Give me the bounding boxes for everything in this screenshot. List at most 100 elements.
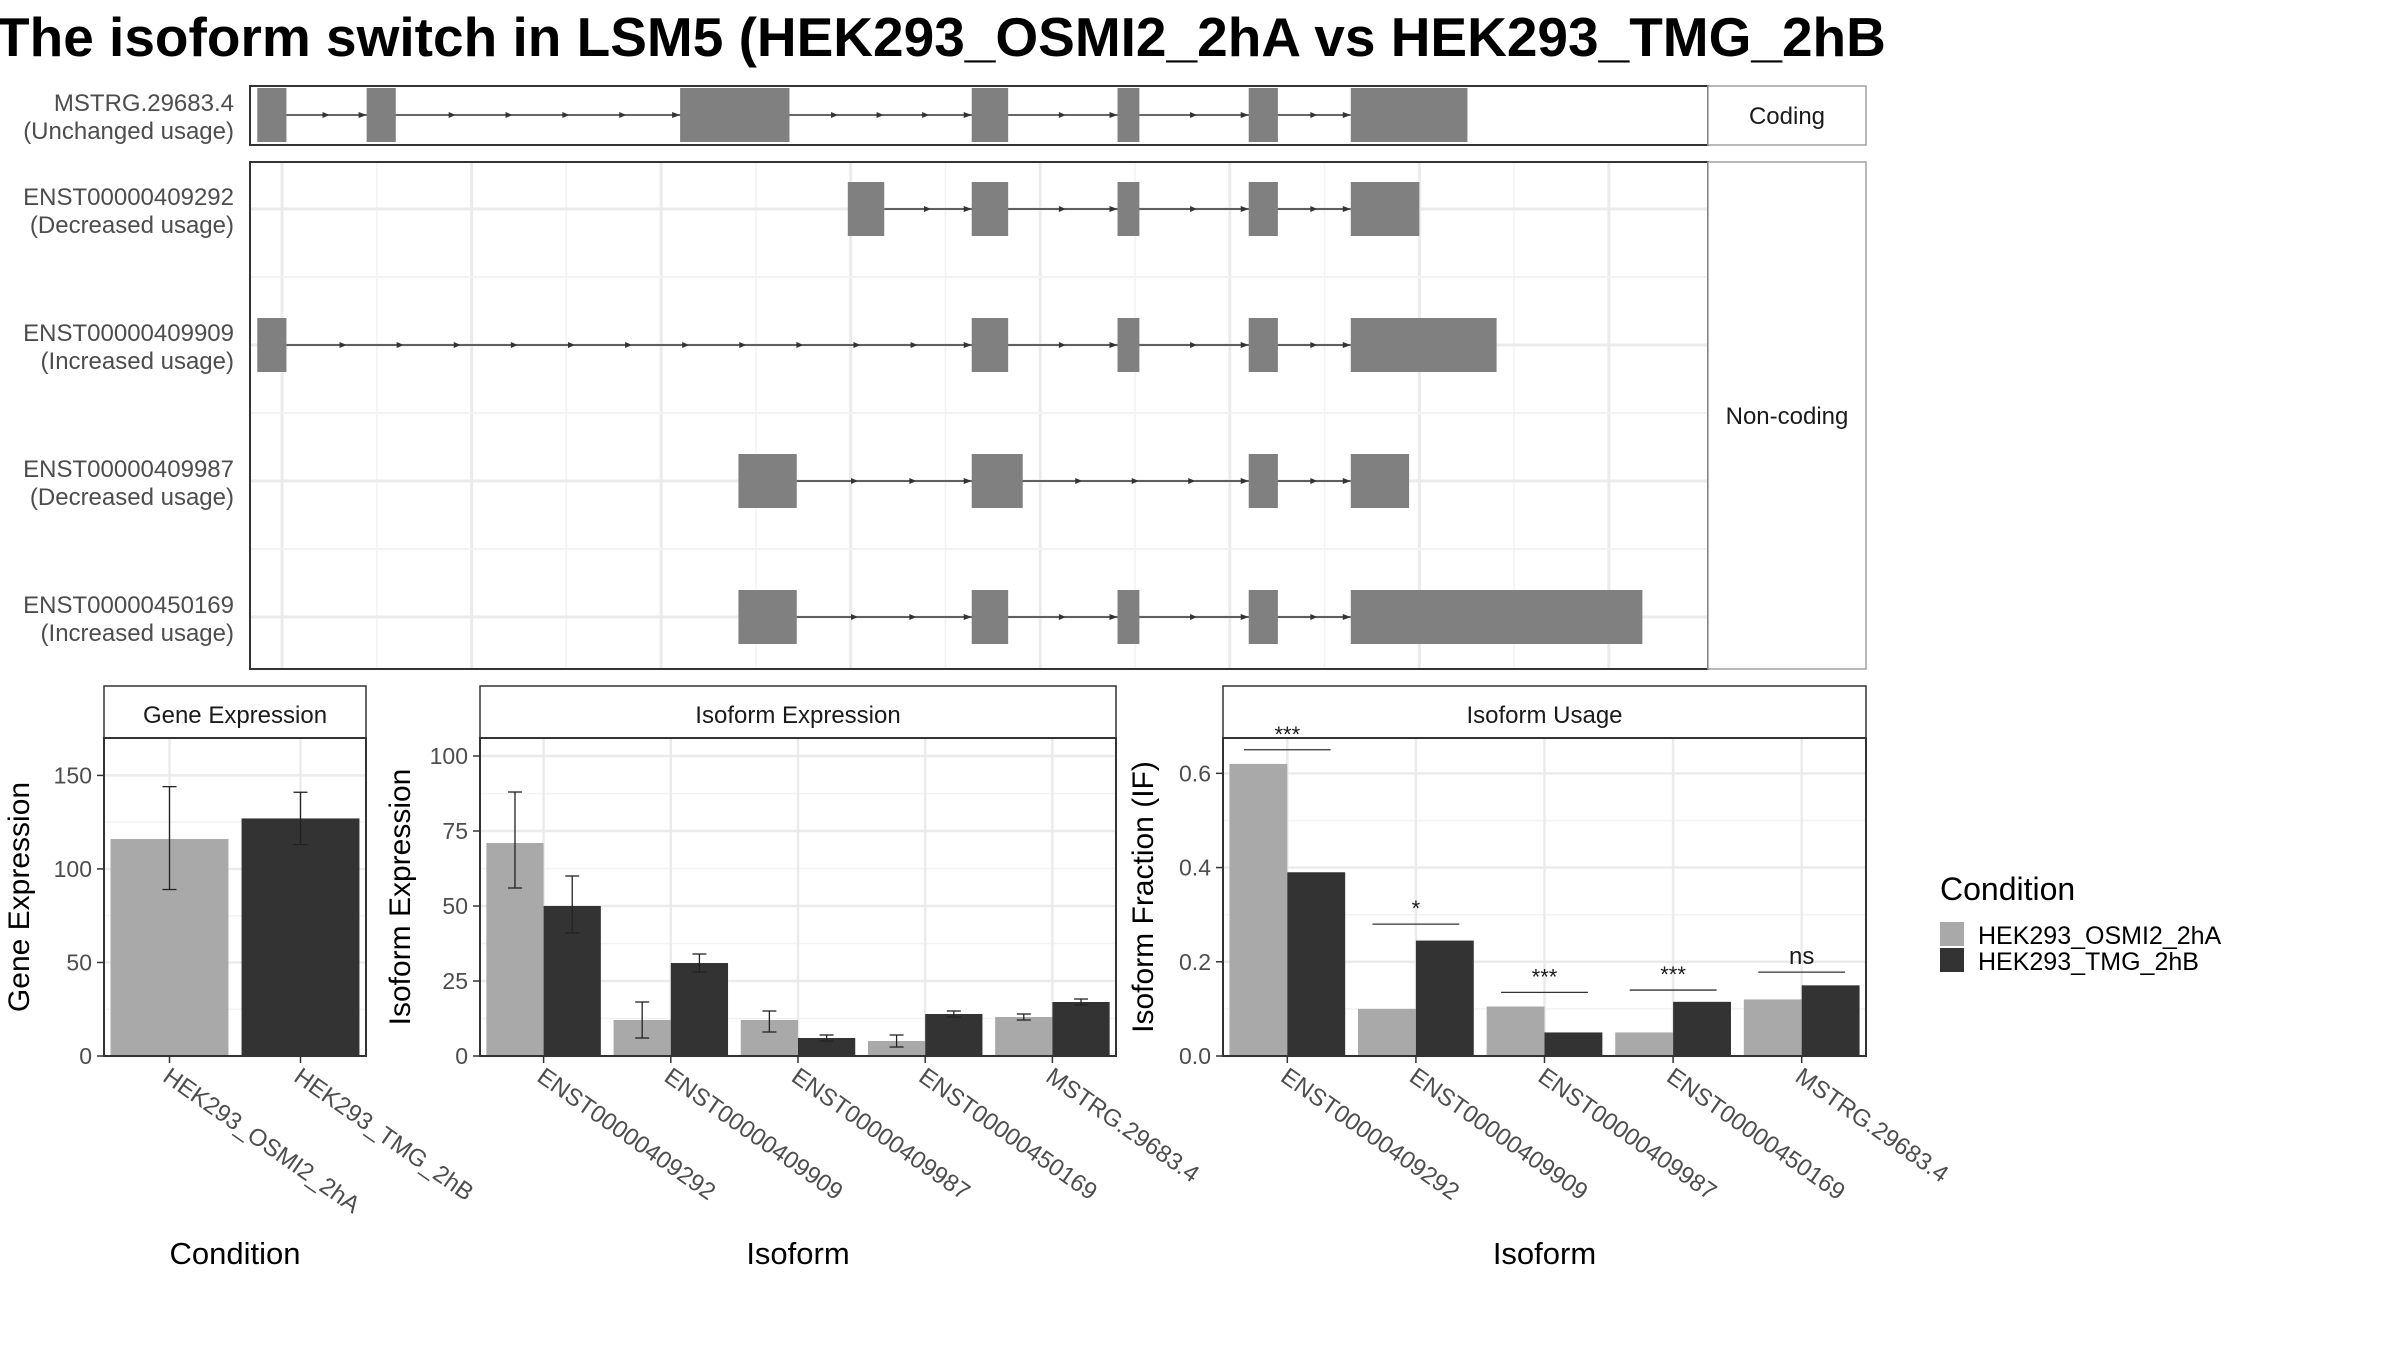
isoform-expression-panel: Isoform Expression0255075100ENST00000409… [384,685,1204,1271]
exon [1117,590,1140,644]
intron-arrow [963,614,972,620]
noncoding-panel-bg [250,162,1708,669]
transcript-id-label: ENST00000409987 [23,456,234,483]
facet-label-noncoding: Non-coding [1726,403,1849,430]
intron-arrow [923,206,931,212]
intron-arrow [909,614,917,620]
intron-arrow [963,206,972,212]
bar [995,1017,1053,1056]
exon [1350,182,1420,236]
exon [1350,454,1410,508]
gene-expression-panel-border [103,737,367,1057]
intron-arrow [1310,112,1318,118]
bar [1615,1032,1674,1056]
isoform-usage-strip-label: Isoform Usage [1466,702,1622,729]
isoform-expression-strip-label: Isoform Expression [695,702,900,729]
intron-arrow [1310,478,1318,484]
exon [1248,182,1278,236]
exon [1350,88,1468,142]
intron-arrow [1342,112,1351,118]
transcript-MSTRG.29683.4 [257,88,1468,142]
transcript-ENST00000409909 [257,318,1497,372]
intron-arrow [1240,206,1249,212]
intron-arrow [831,112,839,118]
isoform-expression-strip [479,685,1117,739]
gene-expression-y-axis-title: Gene Expression [3,782,36,1012]
isoform-usage-panel: Isoform Usage******* ***ns0.00.20.40.6ENS… [1127,685,1953,1271]
intron-arrow [922,112,930,118]
intron-arrow [1240,478,1249,484]
y-tick-label: 0.4 [1179,855,1211,881]
isoform-usage-strip [1222,685,1867,739]
intron-arrow [853,342,861,348]
facet-label-coding: Coding [1749,103,1825,130]
significance-label: *** [1660,962,1686,987]
exon [1248,318,1278,372]
intron-arrow [1342,478,1351,484]
isoform-expression-x-axis-title: Isoform [746,1236,849,1271]
intron-arrow [1240,614,1249,620]
intron-arrow [1190,112,1198,118]
intron-arrow [1188,478,1196,484]
legend-label-cond-a: HEK293_OSMI2_2hA [1978,922,2222,950]
intron-arrow [1058,614,1066,620]
exon [257,318,287,372]
intron-arrow [505,112,513,118]
y-tick-label: 100 [54,856,92,882]
transcript-id-label: ENST00000409909 [23,320,234,347]
y-tick-label: 0.6 [1179,760,1211,786]
exon [971,88,1009,142]
intron-arrow [619,112,627,118]
intron-arrow [963,478,972,484]
transcript-usage-label: (Decreased usage) [30,484,234,511]
intron-arrow [1342,342,1351,348]
intron-arrow [1190,342,1198,348]
significance-label: *** [1532,964,1558,989]
intron-arrow [851,478,859,484]
intron-arrow [1058,206,1066,212]
facet-strip-noncoding [1707,161,1867,670]
exon [1117,88,1140,142]
intron-arrow [1240,112,1249,118]
bar [1287,872,1346,1056]
isoform-usage-x-axis-title: Isoform [1493,1236,1596,1271]
exon [738,454,797,508]
exon [738,590,797,644]
chart-title: The isoform switch in LSM5 (HEK293_OSMI2… [0,6,1886,68]
intron-arrow [1109,112,1118,118]
transcript-id-label: ENST00000450169 [23,592,234,619]
exon [1117,318,1140,372]
exon [366,88,396,142]
y-tick-label: 0 [455,1043,468,1069]
exon [680,88,790,142]
intron-arrow [1109,206,1118,212]
transcript-id-label: MSTRG.29683.4 [54,90,234,117]
isoform-expression-y-axis-title: Isoform Expression [384,769,417,1026]
exon [847,182,885,236]
bar [1673,1001,1731,1056]
intron-arrow [396,342,404,348]
transcript-ENST00000450169 [738,590,1643,644]
facet-strip-coding [1707,85,1867,146]
legend-swatch-cond-b [1940,948,1964,972]
y-tick-label: 0 [79,1043,92,1069]
intron-arrow [510,342,518,348]
intron-arrow [1310,206,1318,212]
intron-arrow [1190,614,1198,620]
intron-arrow [910,342,918,348]
exon [971,318,1009,372]
y-tick-label: 0.0 [1179,1043,1211,1069]
exon [1117,182,1140,236]
intron-arrow [567,342,575,348]
isoform-usage-y-axis-title: Isoform Fraction (IF) [1127,761,1160,1033]
bar [1229,763,1288,1056]
exon [971,590,1009,644]
intron-arrow [1190,206,1198,212]
intron-arrow [739,342,747,348]
intron-arrow [1240,342,1249,348]
legend-swatch-cond-a [1940,922,1964,946]
bar [670,963,729,1056]
bar [798,1038,856,1056]
bar [925,1014,983,1056]
intron-arrow [682,342,690,348]
